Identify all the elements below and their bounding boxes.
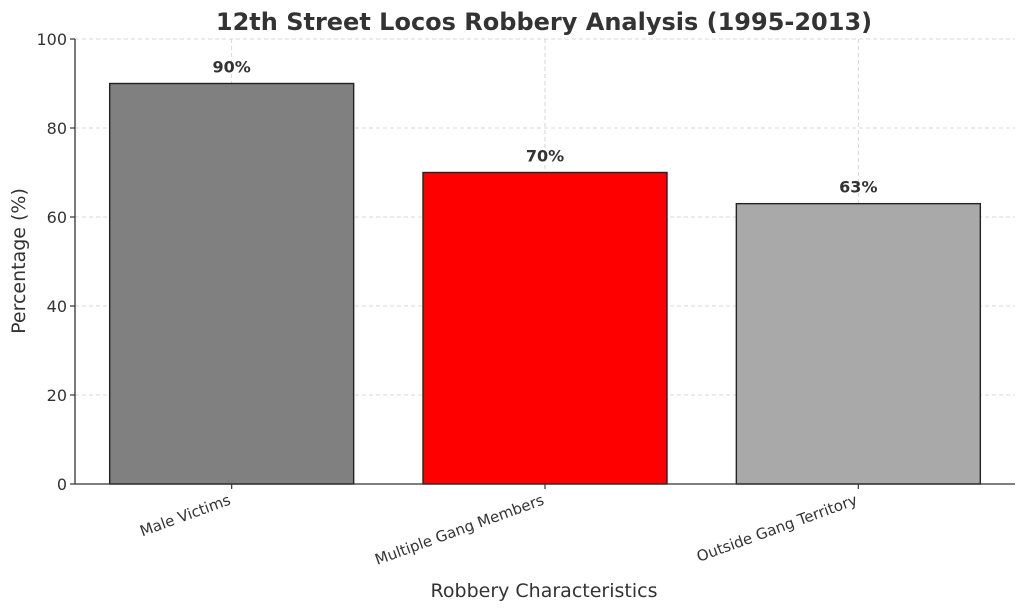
- chart-title: 12th Street Locos Robbery Analysis (1995…: [216, 8, 872, 36]
- bar-value-label: 90%: [213, 58, 251, 77]
- y-tick-label: 40: [47, 297, 67, 316]
- bar: [422, 171, 668, 485]
- y-tick-label: 80: [47, 119, 67, 138]
- x-tick-label: Male Victims: [137, 491, 233, 541]
- bar-value-label: 70%: [526, 147, 564, 166]
- x-axis-label: Robbery Characteristics: [431, 580, 658, 602]
- bar: [735, 202, 982, 485]
- y-tick-label: 0: [57, 475, 67, 494]
- data-labels: 90% 70% 63%: [213, 58, 878, 197]
- y-tick-label: 100: [36, 30, 67, 49]
- bar: [108, 82, 355, 485]
- y-axis-label: Percentage (%): [8, 188, 30, 334]
- y-tick-label: 60: [47, 208, 67, 227]
- bars: [108, 82, 982, 485]
- y-tick-label: 20: [47, 386, 67, 405]
- x-tick-label: Multiple Gang Members: [372, 491, 546, 569]
- y-tick-labels: 0 20 40 60 80 100: [36, 30, 75, 494]
- bar-value-label: 63%: [839, 178, 877, 197]
- x-tick-label: Outside Gang Territory: [694, 491, 860, 566]
- x-tick-labels: Male Victims Multiple Gang Members Outside…: [137, 484, 860, 569]
